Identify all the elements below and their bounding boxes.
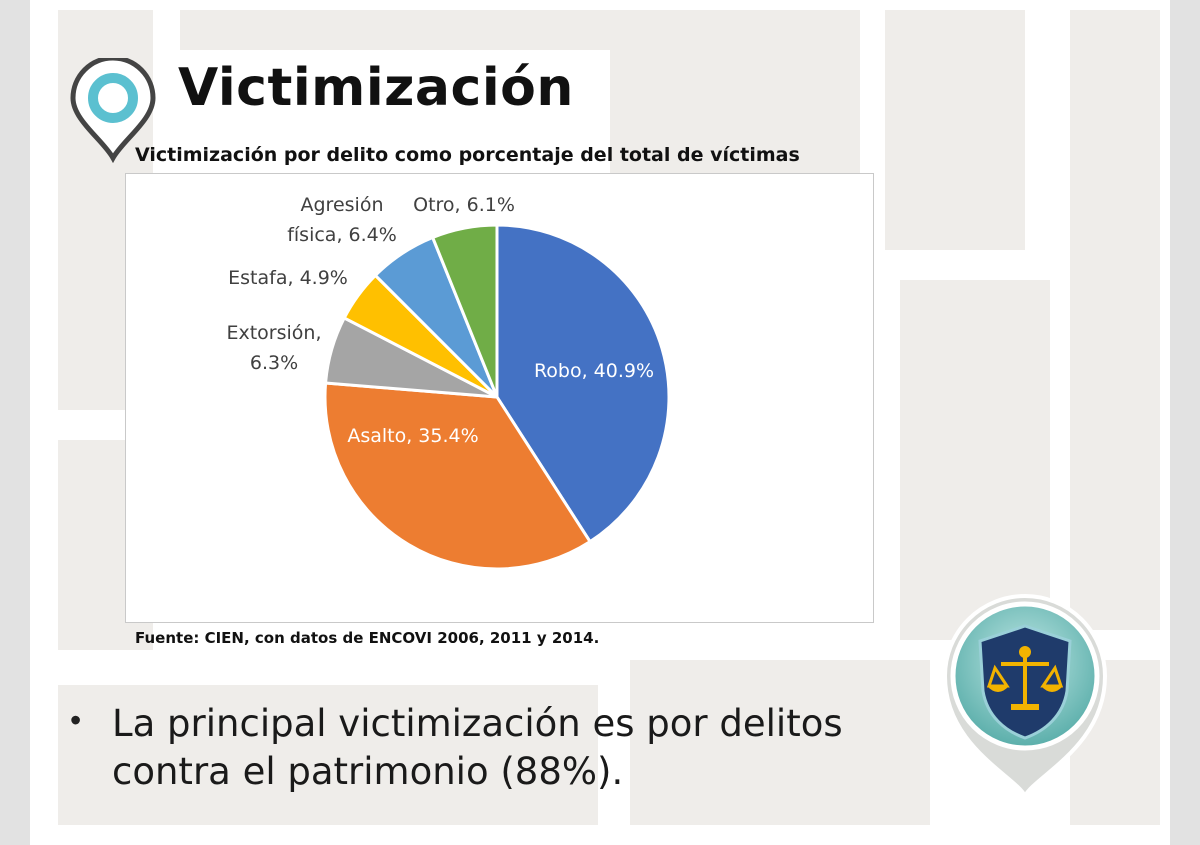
slide-title: Victimización xyxy=(178,58,574,118)
bg-block xyxy=(885,10,1025,250)
map-pin-icon xyxy=(70,58,156,163)
data-label-extorsión: Extorsión, 6.3% xyxy=(226,322,321,374)
data-label-otro: Otro, 6.1% xyxy=(413,194,515,216)
bullet-text: La principal victimización es por delito… xyxy=(112,700,872,796)
pie-slice-asalto xyxy=(323,381,593,571)
bullet-line: contra el patrimonio (88%). xyxy=(112,750,624,793)
bullet-marker: • xyxy=(70,702,82,738)
bg-block xyxy=(900,280,1050,640)
chart-source: Fuente: CIEN, con datos de ENCOVI 2006, … xyxy=(135,629,600,647)
data-label-asalto: Asalto, 35.4% xyxy=(347,425,478,447)
pie-chart: Robo, 40.9% Asalto, 35.4% Extorsión, 6.3% Es… xyxy=(125,173,874,623)
data-label-agresión-física: Agresión física, 6.4% xyxy=(287,194,397,246)
justice-scales-shield-logo xyxy=(942,594,1108,801)
chart-title: Victimización por delito como porcentaje… xyxy=(135,144,800,166)
bg-block xyxy=(1070,10,1160,630)
bullet-line: La principal victimización es por delito… xyxy=(112,702,843,745)
pie-chart-svg: Robo, 40.9% Asalto, 35.4% Extorsión, 6.3% Es… xyxy=(226,194,671,571)
pie-slice-otro xyxy=(430,223,499,398)
bg-block xyxy=(58,685,598,825)
data-label-estafa: Estafa, 4.9% xyxy=(228,267,348,289)
bg-block xyxy=(610,10,860,190)
bg-block xyxy=(630,660,930,825)
data-label-robo: Robo, 40.9% xyxy=(534,360,654,382)
